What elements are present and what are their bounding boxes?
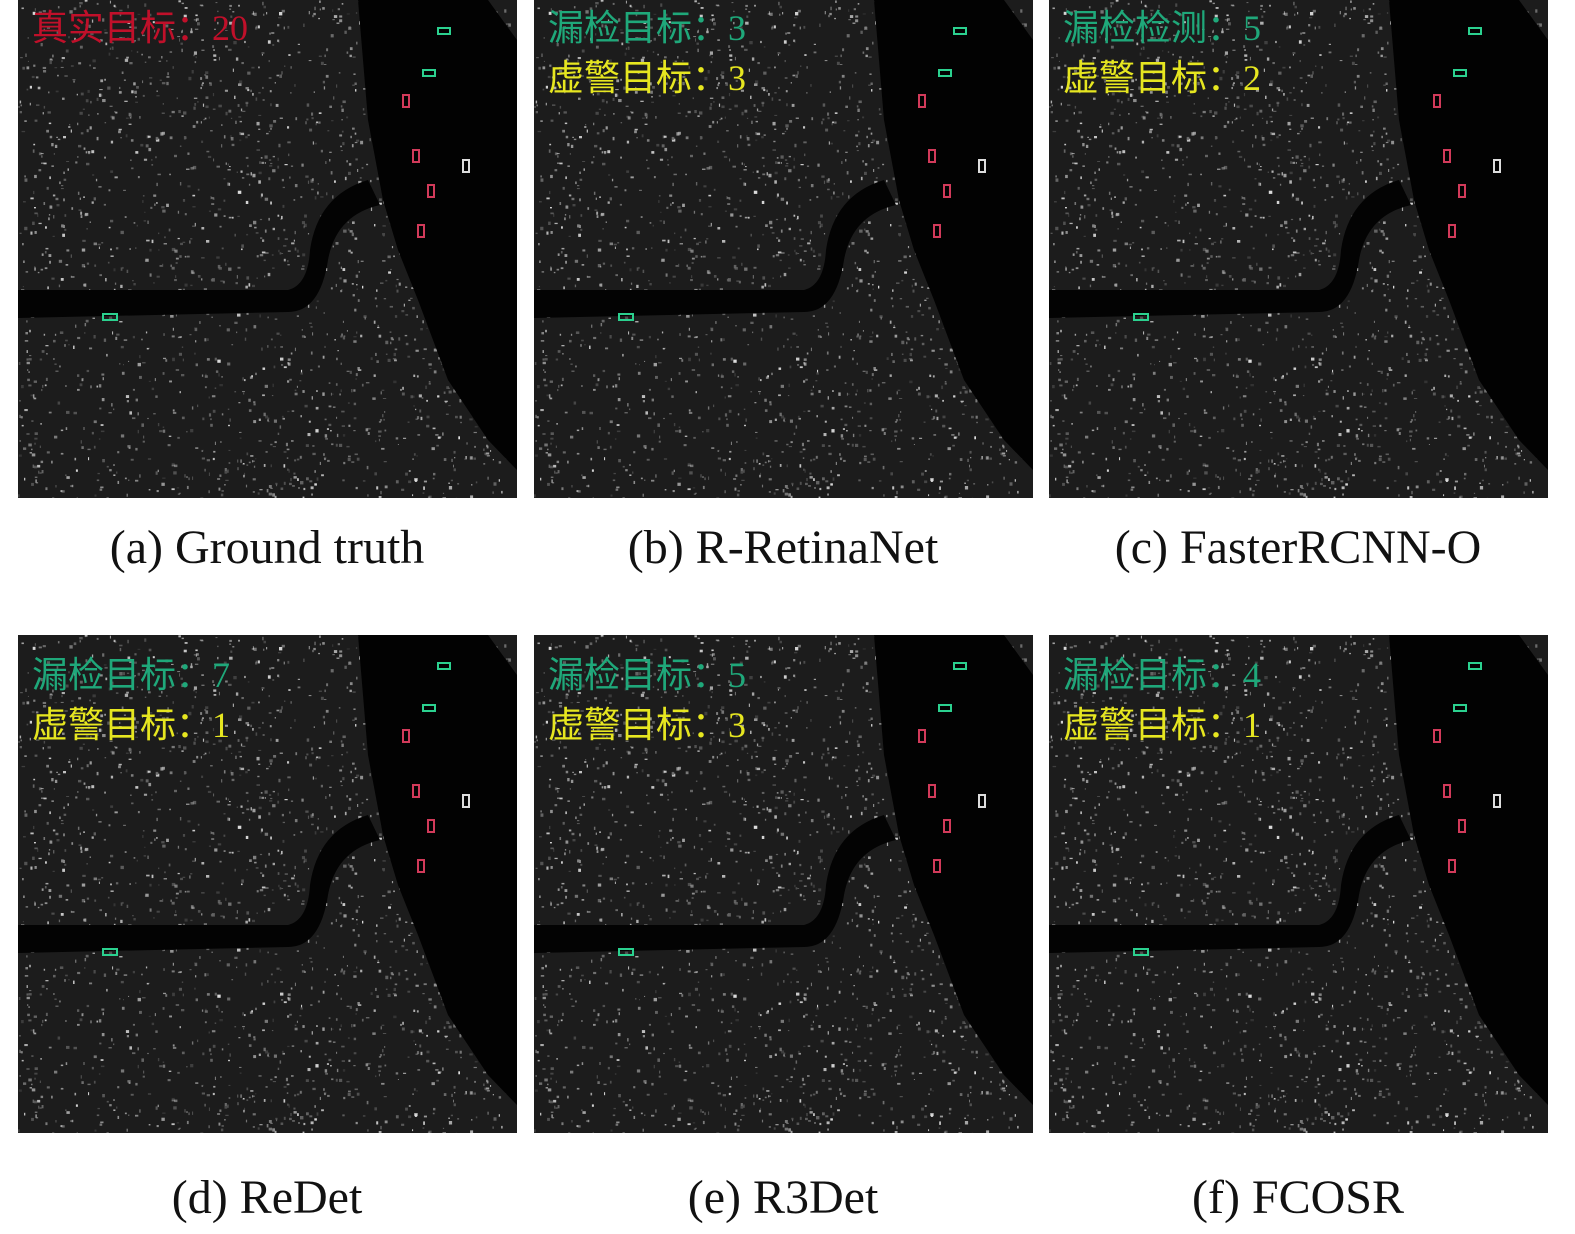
panel: 漏检目标：5 虚警目标：3	[534, 635, 1033, 1133]
panel-label: 虚警目标：3	[548, 705, 746, 745]
panel-label: 漏检目标：3	[548, 8, 746, 48]
caption: (d) ReDet	[172, 1171, 363, 1224]
caption: (c) FasterRCNN-O	[1115, 521, 1482, 574]
caption: (e) R3Det	[688, 1171, 879, 1224]
panel: 漏检目标：4 虚警目标：1	[1049, 635, 1548, 1133]
panel-label: 虚警目标：3	[548, 58, 746, 98]
panel: 漏检目标：3 虚警目标：3	[534, 0, 1033, 498]
panel-image	[18, 0, 517, 498]
caption: (a) Ground truth	[110, 521, 425, 574]
panel: 漏检检测：5 虚警目标：2	[1049, 0, 1548, 498]
panel-label: 漏检检测：5	[1063, 8, 1261, 48]
caption: (b) R-RetinaNet	[628, 521, 939, 574]
panel-label: 漏检目标：5	[548, 655, 746, 695]
image	[18, 0, 517, 498]
panel-label: 虚警目标：1	[1063, 705, 1261, 745]
panel-label: 漏检目标：7	[32, 655, 230, 695]
panel-label: 漏检目标：4	[1063, 655, 1261, 695]
panel: 真实目标：20	[18, 0, 517, 498]
caption: (f) FCOSR	[1192, 1171, 1404, 1224]
panel-label: 真实目标：20	[32, 8, 248, 48]
panel-label: 虚警目标：1	[32, 705, 230, 745]
panel: 漏检目标：7 虚警目标：1	[18, 635, 517, 1133]
panel-label: 虚警目标：2	[1063, 58, 1261, 98]
